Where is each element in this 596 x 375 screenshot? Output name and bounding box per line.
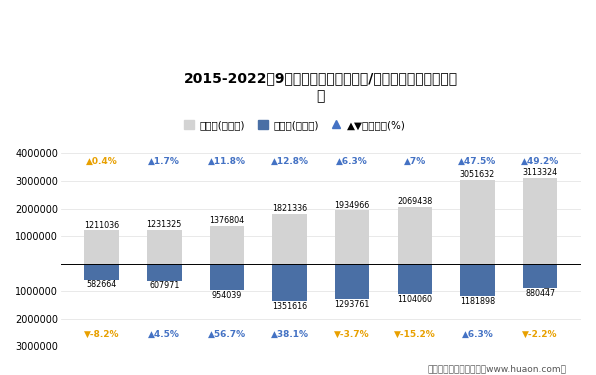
Text: 954039: 954039 [212, 291, 242, 300]
Text: ▲11.8%: ▲11.8% [208, 157, 246, 166]
Text: 1211036: 1211036 [84, 221, 119, 230]
Bar [147, 264, 182, 280]
Text: 880447: 880447 [525, 289, 555, 298]
Text: ▼-2.2%: ▼-2.2% [522, 330, 558, 339]
Text: 2069438: 2069438 [397, 197, 433, 206]
Bar [272, 213, 307, 264]
Text: 1293761: 1293761 [334, 300, 370, 309]
Bar [335, 210, 370, 264]
Text: 607971: 607971 [149, 281, 179, 290]
Text: ▲47.5%: ▲47.5% [458, 157, 496, 166]
Text: ▲6.3%: ▲6.3% [462, 330, 493, 339]
Text: ▲1.7%: ▲1.7% [148, 157, 180, 166]
Text: 1351616: 1351616 [272, 302, 307, 310]
Bar [398, 264, 432, 294]
Bar [210, 226, 244, 264]
Text: ▲7%: ▲7% [403, 157, 426, 166]
Text: 582664: 582664 [86, 280, 117, 290]
Text: ▲38.1%: ▲38.1% [271, 330, 309, 339]
Text: ▲49.2%: ▲49.2% [521, 157, 559, 166]
Text: ▲4.5%: ▲4.5% [148, 330, 180, 339]
Text: ▲6.3%: ▲6.3% [336, 157, 368, 166]
Bar [147, 230, 182, 264]
Text: 1181898: 1181898 [460, 297, 495, 306]
Legend: 出口额(万美元), 进口额(万美元), ▲▼同比增长(%): 出口额(万美元), 进口额(万美元), ▲▼同比增长(%) [180, 116, 410, 135]
Bar [460, 180, 495, 264]
Text: 1376804: 1376804 [209, 216, 244, 225]
Text: 1104060: 1104060 [398, 295, 432, 304]
Text: ▼-3.7%: ▼-3.7% [334, 330, 370, 339]
Bar [523, 264, 557, 288]
Bar [85, 230, 119, 264]
Text: ▲12.8%: ▲12.8% [271, 157, 309, 166]
Text: ▲56.7%: ▲56.7% [208, 330, 246, 339]
Bar [272, 264, 307, 301]
Text: 1934966: 1934966 [334, 201, 370, 210]
Text: 3113324: 3113324 [523, 168, 558, 177]
Bar [523, 178, 557, 264]
Text: ▲0.4%: ▲0.4% [86, 157, 117, 166]
Bar [210, 264, 244, 290]
Bar [398, 207, 432, 264]
Title: 2015-2022年9月潍坊市（境内目的地/货源地）进、出口额统
计: 2015-2022年9月潍坊市（境内目的地/货源地）进、出口额统 计 [184, 71, 458, 104]
Bar [85, 264, 119, 280]
Bar [335, 264, 370, 300]
Text: 1231325: 1231325 [147, 220, 182, 229]
Bar [460, 264, 495, 296]
Text: ▼-15.2%: ▼-15.2% [394, 330, 436, 339]
Text: 3051632: 3051632 [460, 170, 495, 179]
Text: 1821336: 1821336 [272, 204, 307, 213]
Text: ▼-8.2%: ▼-8.2% [84, 330, 119, 339]
Text: 制图：华经产业研究院（www.huaon.com）: 制图：华经产业研究院（www.huaon.com） [427, 364, 566, 373]
